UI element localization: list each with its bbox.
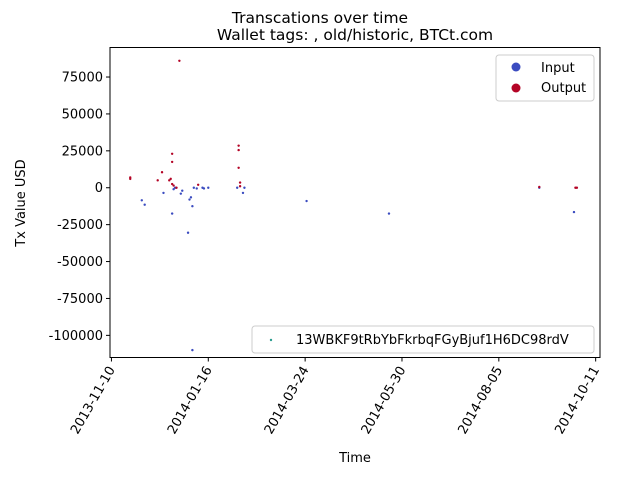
input-point-19	[241, 191, 245, 195]
output-point-20	[575, 186, 579, 189]
y-axis-label: Tx Value USD	[14, 159, 29, 247]
chart-subtitle: Wallet tags: , old/historic, BTCt.com	[217, 26, 493, 44]
x-tick-label-3: 2014-05-30	[359, 364, 410, 437]
input-point-16	[202, 187, 206, 190]
input-point-22	[387, 212, 391, 215]
y-tick-label-4: 0	[95, 181, 103, 196]
input-point-11	[191, 204, 194, 208]
legend-output-marker	[511, 83, 521, 93]
y-tick-label-6: 50000	[62, 107, 103, 122]
y-tick-label-0: -100000	[49, 329, 103, 344]
points-layer	[129, 59, 579, 352]
input-point-14	[195, 187, 198, 190]
x-tick-label-1: 2014-01-16	[165, 364, 216, 437]
x-tick-label-5: 2014-10-11	[552, 364, 603, 437]
x-tick-label-0: 2013-11-10	[68, 364, 119, 437]
y-tick-label-3: -25000	[57, 218, 103, 233]
input-point-0	[140, 199, 143, 202]
output-point-1	[129, 176, 132, 179]
x-tick-label-4: 2014-08-05	[456, 364, 507, 437]
input-point-3	[170, 212, 174, 215]
input-point-17	[207, 186, 210, 189]
legend-bottom: 13WBKF9tRbYbFkrbqFGyBjuf1H6DC98rdV	[251, 325, 595, 354]
output-point-8	[170, 182, 174, 186]
output-point-6	[170, 152, 174, 155]
legend-input-label: Input	[541, 61, 575, 76]
input-point-2	[162, 191, 165, 195]
output-point-2	[156, 179, 159, 182]
output-point-15	[237, 166, 240, 170]
output-point-12	[196, 183, 200, 186]
input-point-7	[181, 189, 184, 192]
legend-bottom-box	[251, 325, 595, 354]
input-point-8	[186, 231, 190, 234]
input-point-4	[172, 188, 175, 191]
input-point-20	[243, 186, 246, 189]
y-tick-label-5: 25000	[62, 144, 103, 159]
input-point-6	[179, 192, 183, 195]
y-tick-label-7: 75000	[62, 71, 103, 86]
x-tick-label-2: 2014-03-24	[262, 364, 313, 437]
output-point-9	[172, 184, 175, 187]
output-point-13	[237, 144, 240, 147]
legend-address-label: 13WBKF9tRbYbFkrbqFGyBjuf1H6DC98rdV	[296, 333, 569, 348]
input-point-12	[191, 348, 194, 352]
output-point-10	[175, 186, 178, 189]
input-point-1	[143, 203, 146, 206]
legend-output-label: Output	[541, 81, 586, 96]
output-point-11	[178, 59, 181, 62]
legend-input-marker	[511, 62, 521, 72]
input-point-18	[236, 186, 239, 189]
output-point-7	[170, 160, 174, 164]
y-tick-label-2: -50000	[57, 255, 103, 270]
output-point-3	[160, 171, 164, 174]
legend-top-box	[495, 54, 595, 102]
y-tick-label-1: -75000	[57, 292, 103, 307]
plot-area-frame	[109, 47, 601, 358]
output-point-5	[169, 177, 172, 181]
output-point-18	[538, 185, 541, 189]
output-point-4	[168, 179, 171, 182]
input-point-24	[572, 210, 576, 214]
output-point-14	[237, 148, 240, 152]
y-axis: -100000 -75000 -50000 -25000 0 25000 50000 7500…	[49, 71, 110, 344]
legend-top: Input Output	[495, 54, 595, 102]
input-point-13	[192, 186, 196, 189]
x-axis-label: Time	[338, 451, 371, 466]
input-point-10	[189, 196, 193, 199]
output-point-16	[238, 181, 242, 184]
legend-address-marker	[269, 338, 273, 342]
output-point-17	[238, 185, 242, 188]
input-point-9	[188, 198, 191, 201]
input-point-21	[305, 199, 308, 203]
chart-title: Transcations over time	[231, 9, 408, 27]
x-axis: 2013-11-10 2014-01-16 2014-03-24 2014-05-30…	[68, 357, 603, 437]
